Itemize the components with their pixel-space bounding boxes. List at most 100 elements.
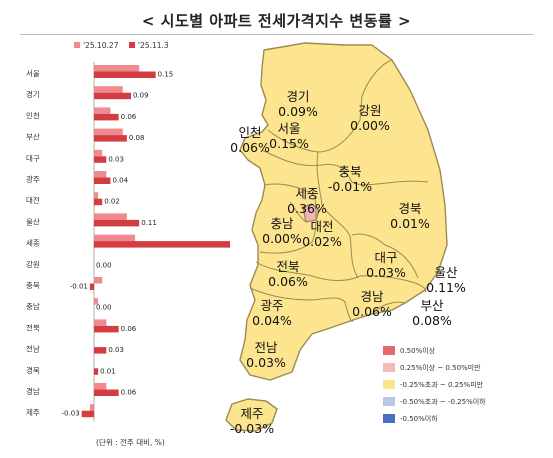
map-label-2: 인천 0.06% xyxy=(220,125,280,155)
data-label: 0.09 xyxy=(133,92,149,100)
map-region-name: 울산 xyxy=(434,265,458,280)
map-region-name: 전북 xyxy=(276,259,300,274)
legend-swatch xyxy=(383,363,395,372)
data-label: -0.03 xyxy=(62,410,80,418)
category-label: 울산 xyxy=(26,216,40,226)
legend-item-1: 0.25%이상 ~ 0.50%미만 xyxy=(383,361,486,374)
data-label: 0.06 xyxy=(121,389,137,397)
bar-curr xyxy=(94,198,103,206)
data-label: 0.03 xyxy=(108,155,124,163)
legend-item-0: 0.50%이상 xyxy=(383,344,486,357)
mainland-shape xyxy=(239,42,448,381)
map-region-name: 세종 xyxy=(295,186,319,201)
map-region-value: 0.06% xyxy=(268,274,308,289)
map-region-value: 0.03% xyxy=(366,265,406,280)
data-label: 0.08 xyxy=(129,134,145,142)
sejong-shape xyxy=(302,203,320,223)
legend-label: 0.50%이상 xyxy=(400,346,436,355)
map-region-name: 경남 xyxy=(360,289,384,304)
map-region-value: 0.02% xyxy=(302,234,342,249)
title-divider xyxy=(20,34,533,35)
map-region-value: 0.36% xyxy=(287,201,327,216)
bar-curr xyxy=(94,347,107,354)
data-label: 0.03 xyxy=(108,346,124,354)
category-label: 경남 xyxy=(26,386,40,396)
map-legend: 0.50%이상 0.25%이상 ~ 0.50%미만 -0.25%초과 ~ 0.25%… xyxy=(383,344,486,429)
map-region-value: 0.04% xyxy=(252,313,292,328)
data-label: 0.01 xyxy=(100,367,116,375)
jeju-shape xyxy=(225,398,278,432)
map-label-16: 제주 -0.03% xyxy=(222,406,282,436)
map-region-name: 전남 xyxy=(254,340,278,355)
legend-swatch xyxy=(383,380,395,389)
legend-swatch-0 xyxy=(74,42,80,48)
data-label: 0.00 xyxy=(96,304,112,312)
bar-curr xyxy=(94,113,119,121)
legend-label: 0.25%이상 ~ 0.50%미만 xyxy=(400,363,481,372)
map-region-name: 제주 xyxy=(240,406,264,421)
bar-prev xyxy=(94,298,99,305)
data-label: 0.06 xyxy=(121,325,137,333)
category-label: 대구 xyxy=(26,154,40,163)
bar-curr xyxy=(89,283,94,290)
bar-prev xyxy=(89,404,94,411)
map-region-value: 0.00% xyxy=(262,231,302,246)
category-label: 충북 xyxy=(26,281,40,290)
bar-curr xyxy=(94,325,119,333)
category-label: 제주 xyxy=(26,408,40,417)
unit-note: (단위 : 전주 대비, %) xyxy=(96,438,165,447)
map-region-name: 대전 xyxy=(310,219,334,234)
map-region-name: 강원 xyxy=(358,103,382,118)
legend-swatch xyxy=(383,414,395,423)
bar-prev xyxy=(94,107,111,114)
map-region-value: -0.01% xyxy=(327,179,373,194)
bar-curr xyxy=(81,410,94,418)
legend-swatch xyxy=(383,397,395,406)
category-label: 충남 xyxy=(26,302,40,311)
map-label-10: 대구 0.03% xyxy=(356,250,416,280)
category-label: 강원 xyxy=(26,259,40,269)
map-label-6: 충남 0.00% xyxy=(252,216,312,246)
map-label-4: 충북 -0.01% xyxy=(320,164,380,194)
legend-label: -0.25%초과 ~ 0.25%미만 xyxy=(400,380,484,389)
map-region-name: 경기 xyxy=(286,89,310,104)
category-label: 광주 xyxy=(26,174,40,184)
legend-swatch-1 xyxy=(129,42,135,48)
category-label: 부산 xyxy=(26,132,40,142)
map-region-name: 부산 xyxy=(420,298,444,313)
category-label: 경북 xyxy=(26,365,40,375)
bar-curr xyxy=(94,135,127,142)
bar-prev xyxy=(94,213,127,220)
bar-curr xyxy=(94,241,230,248)
map-region-value: 0.03% xyxy=(246,355,286,370)
map-region-name: 광주 xyxy=(260,298,284,313)
map-region-value: 0.06% xyxy=(230,140,270,155)
map-label-12: 광주 0.04% xyxy=(242,298,302,328)
data-label: 0.04 xyxy=(112,177,128,185)
bar-curr xyxy=(94,389,119,396)
bar-prev xyxy=(94,149,103,157)
map-region-value: 0.08% xyxy=(412,313,452,328)
data-label: 0.00 xyxy=(96,261,112,269)
map-region-value: 0.15% xyxy=(269,136,309,151)
map-label-11: 울산 0.11% xyxy=(416,265,476,295)
bar-prev xyxy=(94,234,136,242)
data-label: -0.01 xyxy=(70,283,88,291)
map-label-5: 세종 0.36% xyxy=(277,186,337,216)
category-label: 전남 xyxy=(26,344,40,354)
legend-label-0: '25.10.27 xyxy=(83,41,119,50)
bar-curr xyxy=(94,156,107,163)
map-region-name: 대구 xyxy=(374,250,398,265)
legend-item-3: -0.50%초과 ~ -0.25%이하 xyxy=(383,395,486,408)
bar-curr xyxy=(94,71,156,78)
map-region-value: -0.03% xyxy=(229,421,275,436)
map-region-value: 0.00% xyxy=(350,118,390,133)
map-region-name: 충남 xyxy=(270,216,294,231)
bar-prev xyxy=(94,383,107,390)
map-label-0: 경기 0.09% xyxy=(268,89,328,119)
map-label-3: 서울 0.15% xyxy=(259,121,319,151)
category-label: 세종 xyxy=(26,239,40,248)
bar-curr xyxy=(94,92,131,100)
map-label-8: 경북 0.01% xyxy=(380,201,440,231)
legend-label: -0.50%초과 ~ -0.25%이하 xyxy=(400,397,486,406)
